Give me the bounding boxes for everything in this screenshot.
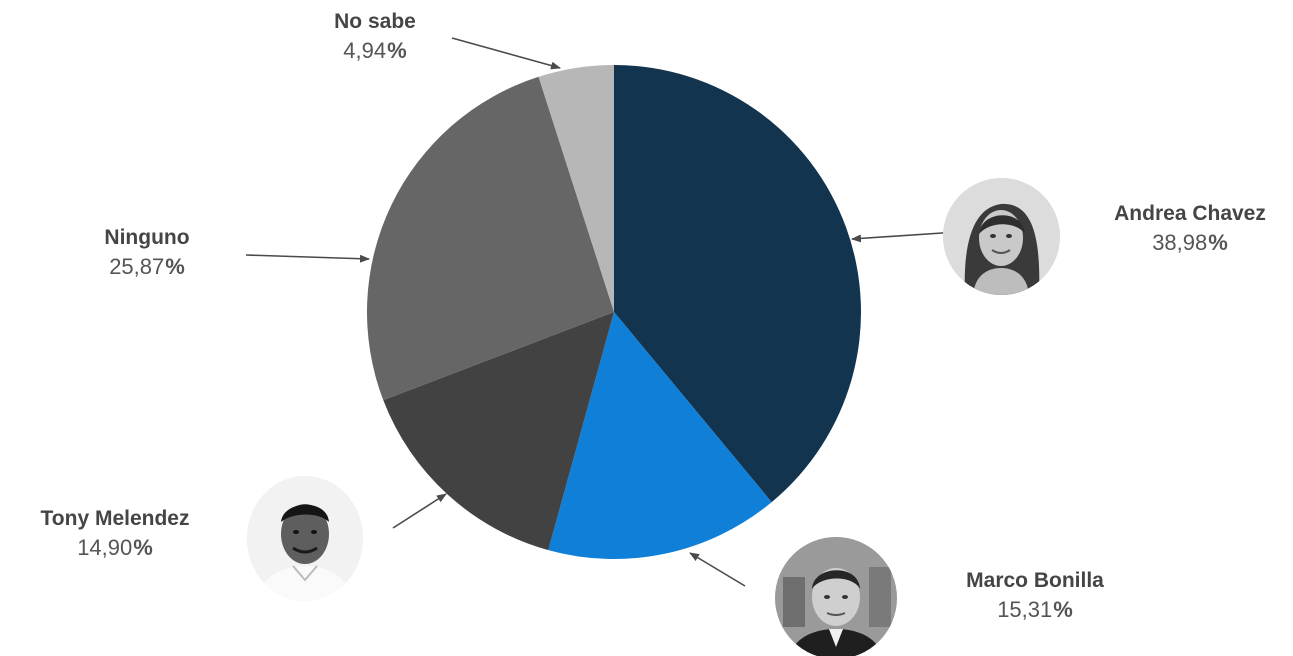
- pie-slice-marco-bonilla: [548, 312, 772, 559]
- pie-slice-tony-melendez: [383, 312, 614, 551]
- pie-slices: [367, 65, 861, 559]
- person-photo-icon: [775, 537, 897, 656]
- slice-value-marco-bonilla: 15,31%: [997, 597, 1073, 622]
- slice-name-andrea-chavez: Andrea Chavez: [1114, 202, 1266, 225]
- pie-slice-ninguno: [367, 76, 614, 401]
- avatar-andrea-chavez: [943, 178, 1060, 295]
- person-photo-icon: [247, 476, 363, 601]
- slice-value-andrea-chavez: 38,98%: [1152, 230, 1228, 255]
- person-photo-icon: [943, 178, 1060, 295]
- slice-value-ninguno: 25,87%: [109, 254, 185, 279]
- slice-name-marco-bonilla: Marco Bonilla: [966, 569, 1104, 592]
- avatar-tony-melendez: [247, 476, 363, 601]
- arrow-no-sabe: [451, 37, 561, 70]
- avatar-marco-bonilla: [775, 537, 897, 656]
- pie-slice-andrea-chavez: [614, 65, 861, 503]
- slice-name-ninguno: Ninguno: [104, 226, 190, 249]
- arrow-ninguno: [245, 254, 370, 263]
- arrow-tony-melendez: [392, 493, 447, 529]
- slice-value-tony-melendez: 14,90%: [77, 535, 153, 560]
- arrow-marco-bonilla: [689, 552, 746, 587]
- label-tony-melendez: Tony Melendez 14,90%: [10, 505, 220, 563]
- slice-name-tony-melendez: Tony Melendez: [40, 507, 190, 530]
- slice-value-no-sabe: 4,94%: [343, 38, 407, 63]
- pie-slice-no-sabe: [538, 65, 614, 312]
- slice-name-no-sabe: No sabe: [334, 10, 416, 33]
- label-ninguno: Ninguno 25,87%: [62, 224, 232, 282]
- label-marco-bonilla: Marco Bonilla 15,31%: [935, 567, 1135, 625]
- label-andrea-chavez: Andrea Chavez 38,98%: [1090, 200, 1290, 258]
- label-arrows: [245, 37, 958, 587]
- label-no-sabe: No sabe 4,94%: [290, 8, 460, 66]
- arrow-andrea-chavez: [851, 231, 958, 243]
